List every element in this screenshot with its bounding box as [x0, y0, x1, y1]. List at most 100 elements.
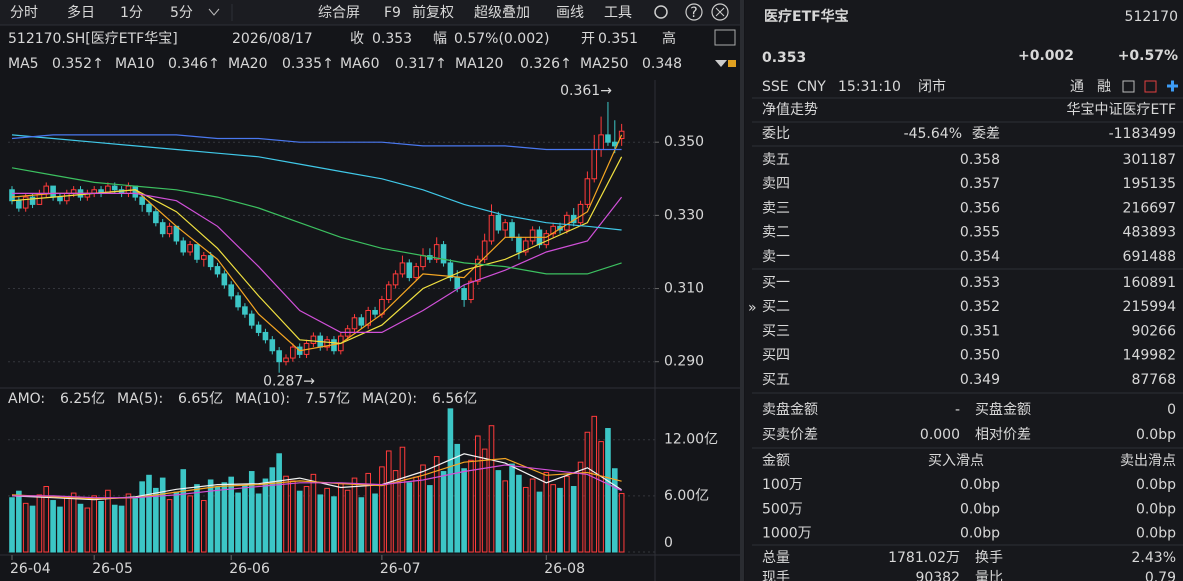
close-glyph[interactable] — [715, 7, 725, 17]
candle-body — [283, 357, 289, 363]
candle-body — [50, 185, 56, 198]
collapse-toggle[interactable]: » — [748, 300, 757, 316]
volume-bar — [221, 482, 228, 553]
y-tick-label: 12.00亿 — [664, 432, 718, 448]
close-icon[interactable] — [711, 3, 729, 21]
candle-body — [242, 306, 248, 315]
volume-bar — [283, 475, 289, 553]
volume-bar — [303, 486, 310, 553]
volume-bar — [29, 505, 36, 553]
volume-bar — [495, 470, 502, 553]
ma-legend-value: 0.335↑ — [282, 56, 334, 72]
toolbar-tab[interactable]: 5分 — [170, 5, 193, 21]
order-volume: 87768 — [1131, 372, 1176, 388]
toolbar-button[interactable]: 前复权 — [412, 4, 454, 21]
ma-legend-value: 7.57亿 — [305, 391, 350, 407]
candle-body — [16, 200, 22, 209]
meta: SSE — [762, 79, 789, 95]
stat-value: 0.000 — [920, 427, 960, 443]
toolbar-tab[interactable]: 多日 — [67, 4, 95, 21]
meta: 15:31:10 — [838, 79, 901, 95]
high-annotation: 0.361→ — [560, 83, 612, 99]
candle-body — [618, 130, 625, 140]
alert-icon[interactable] — [1144, 80, 1157, 93]
last-price: 0.353 — [762, 50, 806, 66]
nav-label[interactable]: 净值走势 — [762, 102, 818, 118]
order-volume: 195135 — [1123, 176, 1176, 192]
price-change: +0.002 — [1018, 48, 1074, 64]
slippage-amount: 500万 — [762, 501, 803, 517]
x-tick-label: 26-05 — [92, 561, 133, 577]
ratio-label: 委比 — [762, 126, 790, 142]
order-label: 卖五 — [762, 152, 790, 168]
add-icon[interactable] — [1167, 80, 1178, 92]
candle-body — [290, 346, 296, 359]
help-icon[interactable] — [685, 3, 703, 21]
volume-bar — [262, 478, 269, 553]
info-label: 幅 — [433, 31, 447, 47]
candle-body — [516, 236, 522, 253]
toolbar-bg — [0, 0, 740, 25]
help-glyph[interactable]: ? — [690, 5, 697, 21]
volume-bar — [447, 408, 454, 553]
candle-body — [194, 244, 200, 260]
candle-body — [57, 196, 63, 202]
toolbar-button[interactable]: 综合屏 — [318, 5, 360, 21]
ma-legend-name: MA5 — [8, 56, 39, 72]
volume-bar — [427, 485, 433, 553]
dropdown-arrow[interactable] — [208, 8, 220, 16]
candle-body — [255, 324, 262, 333]
volume-bar — [242, 485, 248, 553]
volume-bar — [406, 482, 413, 553]
meta: 闭市 — [918, 78, 946, 95]
candle-body — [214, 266, 221, 275]
order-price: 0.354 — [960, 249, 1000, 265]
volume-bar — [187, 495, 193, 553]
volume-bar — [502, 480, 508, 553]
ma-line — [12, 464, 622, 499]
ma-dropdown[interactable] — [715, 60, 727, 67]
toolbar-tab[interactable]: 1分 — [120, 5, 143, 21]
volume-bar — [132, 498, 139, 553]
candle-body — [262, 331, 269, 341]
volume-bar — [516, 474, 522, 553]
wp-icon[interactable] — [714, 29, 736, 46]
toolbar-tab[interactable]: 分时 — [10, 5, 38, 21]
candle-body — [440, 244, 447, 264]
candle-body — [495, 214, 502, 231]
order-label: 卖一 — [762, 249, 790, 265]
toolbar-button[interactable]: F9 — [384, 5, 401, 21]
volume-bar — [235, 492, 241, 553]
volume-bar — [57, 506, 63, 553]
stat-value: 90382 — [915, 570, 960, 581]
candle-body — [461, 288, 467, 301]
volume-bar — [77, 503, 84, 553]
low-annotation: 0.287→ — [263, 374, 315, 390]
volume-bar — [146, 474, 152, 553]
security-code: 512170 — [1125, 9, 1178, 25]
toolbar-button[interactable]: 工具 — [604, 5, 632, 21]
info-change: 0.57%(0.002) — [454, 31, 549, 47]
stat-label: 换手 — [975, 549, 1003, 566]
candle-body — [385, 284, 392, 301]
volume-bar — [392, 470, 399, 553]
volume-bar — [577, 461, 584, 553]
toolbar-button[interactable]: 画线 — [556, 5, 584, 21]
settings-icon[interactable] — [654, 5, 668, 19]
edit-icon[interactable] — [1122, 80, 1135, 93]
volume-bar — [351, 477, 358, 553]
toolbar-button[interactable]: 超级叠加 — [474, 5, 530, 21]
candle-body — [488, 214, 495, 242]
order-volume: 301187 — [1123, 152, 1176, 168]
ma-line — [12, 192, 623, 333]
volume-bar — [612, 468, 618, 553]
info-label: 收 — [350, 31, 364, 47]
order-label: 买四 — [762, 348, 790, 364]
candle-body — [509, 222, 515, 238]
info-code: 512170.SH[医疗ETF华宝] — [8, 31, 178, 47]
candle-body — [454, 277, 461, 290]
volume-bar — [98, 500, 104, 553]
lock-icon[interactable] — [728, 60, 736, 67]
